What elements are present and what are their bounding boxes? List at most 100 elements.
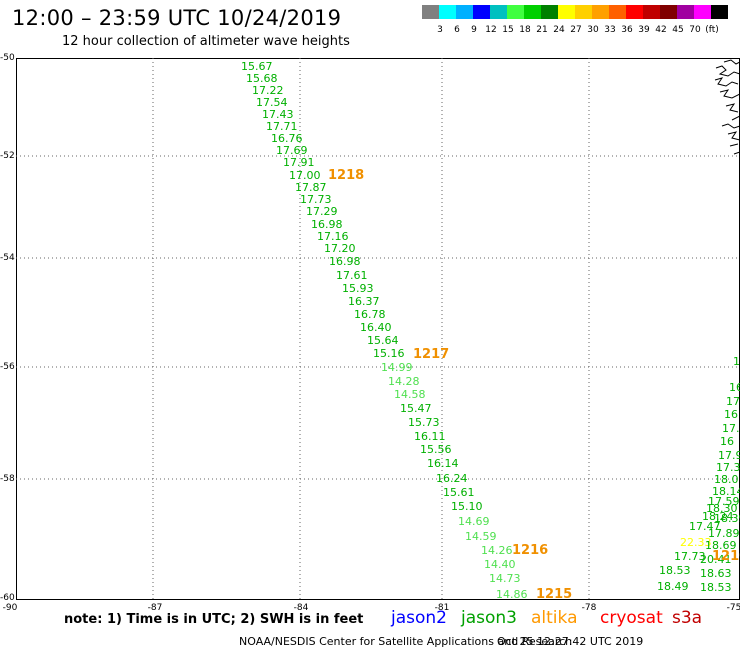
wave-height-value: 17: [733, 355, 740, 368]
wave-height-value: 17.89: [708, 527, 740, 540]
wave-height-value: 14.59: [465, 530, 497, 543]
satellite-altika-label: altika: [531, 608, 578, 628]
legend-label: 15: [502, 25, 514, 35]
wave-height-value: 17.73: [300, 193, 332, 206]
wave-height-value: 14.26: [481, 544, 513, 557]
orbit-number-label: 1216: [512, 543, 549, 558]
legend-label: 42: [655, 25, 667, 35]
wave-height-value: 18.30: [706, 502, 738, 515]
wave-height-value: 20.41: [700, 553, 732, 566]
footer-note: note: 1) Time is in UTC; 2) SWH is in fe…: [64, 612, 364, 627]
satellite-cryosat-label: cryosat: [600, 608, 663, 628]
wave-height-value: 14.40: [484, 558, 516, 571]
legend-color-swatch: [660, 5, 677, 19]
wave-height-value: 17.00: [289, 169, 321, 182]
legend-label: 9: [471, 25, 477, 35]
legend-label: 36: [621, 25, 633, 35]
wave-height-value: 17.20: [324, 242, 356, 255]
wave-height-value: 15.47: [400, 402, 432, 415]
legend-color-swatch: [609, 5, 626, 19]
wave-height-value: 14.99: [381, 361, 413, 374]
wave-height-value: 15.67: [241, 60, 273, 73]
color-scale-legend: 3 6 9 12 15 18 21 24 27 30 33 36 39 42 45 70 (ft): [422, 5, 728, 37]
wave-height-value: 22.33: [680, 536, 712, 549]
wave-height-value: 16.14: [427, 457, 459, 470]
wave-height-value: 15.16: [373, 347, 405, 360]
latitude-tick-label: -50: [0, 53, 15, 63]
legend-label: 24: [553, 25, 565, 35]
legend-color-swatch: [524, 5, 541, 19]
wave-height-value: 17.87: [295, 181, 327, 194]
coastline: [714, 59, 740, 155]
wave-height-value: 16.37: [348, 295, 380, 308]
longitude-tick-label: -84: [293, 603, 309, 613]
wave-height-value: 17.43: [262, 108, 294, 121]
credit-text: NOAA/NESDIS Center for Satellite Applica…: [239, 635, 573, 648]
legend-color-swatch: [711, 5, 728, 19]
wave-height-value: 15.73: [408, 416, 440, 429]
latitude-tick-label: -52: [0, 151, 15, 161]
wave-height-value: 16.98: [311, 218, 343, 231]
longitude-tick-label: -81: [434, 603, 450, 613]
legend-label: (ft): [705, 25, 719, 35]
satellite-jason2-label: jason2: [391, 608, 447, 628]
wave-height-value: 18.49: [657, 580, 689, 593]
legend-label: 3: [437, 25, 443, 35]
wave-height-value: 14.86: [496, 588, 528, 601]
legend-color-swatch: [626, 5, 643, 19]
wave-height-value: 17.73: [674, 550, 706, 563]
legend-color-swatch: [677, 5, 694, 19]
wave-height-value: 15.61: [443, 486, 475, 499]
page-subtitle: 12 hour collection of altimeter wave hei…: [62, 34, 350, 49]
legend-color-swatch: [694, 5, 711, 19]
legend-color-swatch: [575, 5, 592, 19]
wave-height-value: 17.69: [276, 144, 308, 157]
wave-height-value: 14.69: [458, 515, 490, 528]
legend-label: 27: [570, 25, 582, 35]
legend-label: 6: [454, 25, 460, 35]
page-title: 12:00 – 23:59 UTC 10/24/2019: [12, 6, 342, 30]
satellite-jason3-label: jason3: [461, 608, 517, 628]
legend-label: 21: [536, 25, 548, 35]
wave-height-value: 18.39: [714, 512, 740, 525]
latitude-tick-label: -54: [0, 253, 15, 263]
legend-color-swatch: [592, 5, 609, 19]
legend-label: 12: [485, 25, 497, 35]
wave-height-value: 15.56: [420, 443, 452, 456]
longitude-tick-label: -78: [581, 603, 597, 613]
wave-height-value: 15.64: [367, 334, 399, 347]
legend-color-swatch: [541, 5, 558, 19]
wave-height-value: 16: [729, 381, 740, 394]
wave-height-value: 15.68: [246, 72, 278, 85]
latitude-tick-label: -58: [0, 474, 15, 484]
wave-height-value: 16: [720, 435, 734, 448]
wave-height-value: 17.47: [689, 520, 721, 533]
legend-label: 70: [689, 25, 701, 35]
wave-height-value: 17.4: [722, 422, 740, 435]
wave-height-value: 17.16: [317, 230, 349, 243]
wave-height-value: 18.24: [702, 510, 734, 523]
wave-height-value: 14.58: [394, 388, 426, 401]
wave-height-value: 18.63: [700, 567, 732, 580]
wave-height-value: 17.29: [306, 205, 338, 218]
latitude-tick-label: -60: [0, 593, 15, 603]
wave-height-value: 16.24: [436, 472, 468, 485]
longitude-tick-label: -75: [726, 603, 740, 613]
wave-height-value: 17: [726, 395, 740, 408]
legend-label: 45: [672, 25, 684, 35]
wave-height-value: 15.93: [342, 282, 374, 295]
legend-color-swatch: [473, 5, 490, 19]
wave-height-value: 18.53: [700, 581, 732, 594]
legend-label: 30: [587, 25, 599, 35]
legend-color-swatch: [490, 5, 507, 19]
wave-height-value: 16.78: [354, 308, 386, 321]
wave-height-value: 17.54: [256, 96, 288, 109]
legend-color-swatch: [456, 5, 473, 19]
longitude-tick-label: -90: [2, 603, 18, 613]
wave-height-value: 17.22: [252, 84, 284, 97]
legend-color-swatch: [439, 5, 456, 19]
wave-height-value: 16.98: [329, 255, 361, 268]
generated-timestamp: Oct 25 12:27:42 UTC 2019: [497, 635, 644, 648]
wave-height-value: 17.71: [266, 120, 298, 133]
wave-height-value: 16.76: [271, 132, 303, 145]
